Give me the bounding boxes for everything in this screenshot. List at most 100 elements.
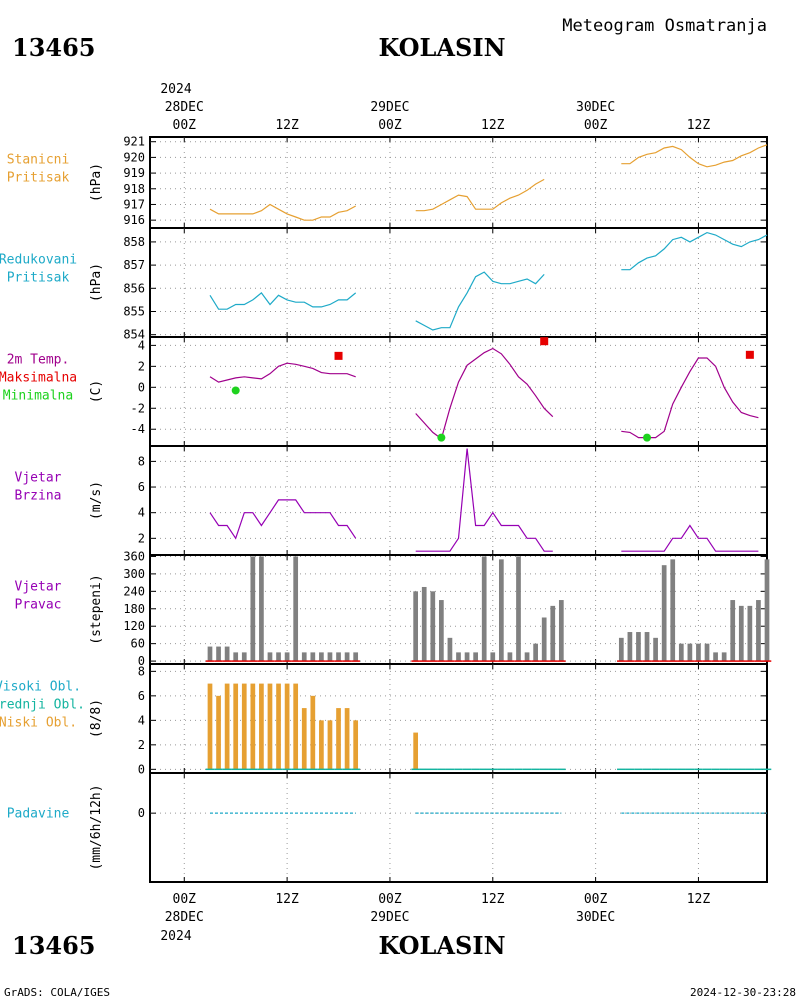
panel-label-0: Vjetar — [15, 580, 62, 595]
y-tick-label-3: 919 — [123, 166, 145, 180]
bar-33 — [541, 617, 547, 662]
bar-53 — [764, 559, 770, 662]
bar-14 — [327, 652, 333, 662]
panel-wind_direction: 0 60 120 180 240 300 360 (stepeni) Vjetar Pravac — [15, 549, 772, 668]
y-tick-label-4: 8 — [138, 664, 145, 678]
panel-unit-label: (m/s) — [89, 481, 104, 520]
bar-25 — [473, 652, 478, 662]
panel-wind_speed: 2 4 6 8 (m/s) Vjetar Brzina — [15, 445, 768, 556]
bottom-tick-label-1: 12Z — [275, 892, 299, 907]
bar-10 — [293, 683, 299, 770]
bar-46 — [704, 643, 710, 662]
tmax-marker-2 — [745, 350, 754, 359]
bar-4 — [241, 652, 247, 662]
series-line-segment-1 — [415, 448, 553, 552]
y-tick-label-5: 300 — [123, 567, 145, 581]
y-tick-label-3: 8 — [138, 454, 145, 468]
y-tick-label-0: -4 — [131, 422, 145, 436]
chart-subtitle: Meteogram Osmatranja — [562, 16, 767, 36]
tmin-marker-2 — [643, 433, 652, 442]
bar-26 — [481, 556, 487, 662]
top-tick-label-3: 12Z — [481, 118, 505, 133]
y-tick-label-3: 6 — [138, 689, 145, 703]
bottom-tick-label-3: 12Z — [481, 892, 505, 907]
panel-label-1: Srednji Obl. — [0, 698, 85, 713]
bottom-tick-label-5: 12Z — [687, 892, 711, 907]
top-year-label: 2024 — [160, 82, 191, 97]
bar-2 — [224, 683, 230, 770]
series-line-segment-2 — [621, 231, 768, 271]
bar-5 — [250, 683, 256, 770]
bar-8 — [276, 683, 281, 770]
station-name-top: KOLASIN — [378, 33, 505, 62]
panel-label-0: Vjetar — [15, 471, 62, 486]
y-tick-label-4: 4 — [138, 338, 145, 352]
bar-39 — [644, 632, 650, 662]
bar-21 — [439, 600, 444, 662]
top-tick-label-4: 00Z — [584, 118, 608, 133]
series-line-segment-2 — [621, 357, 759, 439]
y-tick-label-3: 180 — [123, 602, 145, 616]
station-id-bottom: 13465 — [12, 931, 96, 960]
bottom-date-label-0: 28DEC — [165, 910, 204, 925]
top-date-label-0: 28DEC — [165, 100, 204, 115]
bar-22 — [447, 637, 453, 662]
bar-31 — [524, 652, 530, 662]
bottom-time-axis: 00Z 28DEC 12Z 00Z 29DEC 12Z 00Z 30DEC 12Z — [165, 892, 711, 925]
bar-30 — [516, 556, 521, 662]
bar-1 — [216, 695, 221, 770]
bar-43 — [678, 643, 684, 662]
y-tick-label-0: 0 — [138, 762, 145, 776]
bar-52 — [756, 600, 761, 662]
bar-10 — [293, 556, 299, 662]
panel-label-0: Stanicni — [7, 153, 70, 168]
bar-45 — [696, 643, 701, 662]
series-line-segment-1 — [415, 178, 545, 212]
series-line-segment-2 — [621, 144, 768, 168]
station-id-top: 13465 — [12, 33, 96, 62]
panel-label-0: Padavine — [7, 807, 70, 822]
tmax-marker-0 — [334, 351, 343, 360]
y-tick-label-6: 360 — [123, 549, 145, 563]
y-tick-label-1: 60 — [131, 637, 145, 651]
top-tick-label-0: 00Z — [173, 118, 197, 133]
bar-29 — [507, 652, 513, 662]
bar-16 — [344, 652, 350, 662]
top-tick-label-5: 12Z — [687, 118, 711, 133]
bar-38 — [636, 632, 641, 662]
bottom-date-label-2: 29DEC — [370, 910, 409, 925]
bar-41 — [661, 565, 667, 662]
bar-42 — [670, 559, 676, 662]
panels-group: 916917918919920921(hPa)StanicniPritisak8… — [0, 135, 772, 883]
bottom-date-label-4: 30DEC — [576, 910, 615, 925]
bar-17 — [353, 720, 359, 770]
y-tick-label-4: 920 — [123, 150, 145, 164]
bar-12 — [310, 652, 316, 662]
series-line-segment-0 — [209, 203, 356, 221]
tmin-marker-0 — [231, 386, 240, 395]
bar-32 — [533, 643, 538, 662]
bar-6 — [259, 556, 264, 662]
bottom-tick-label-0: 00Z — [173, 892, 197, 907]
bar-47 — [713, 652, 718, 662]
series-line-segment-1 — [415, 271, 545, 331]
panel-label-0: Visoki Obl. — [0, 680, 81, 695]
top-date-label-4: 30DEC — [576, 100, 615, 115]
bar-15 — [336, 708, 341, 770]
bar-11 — [301, 708, 307, 770]
panel-frame — [149, 336, 768, 447]
y-tick-label-1: -2 — [131, 401, 145, 415]
bar-36 — [618, 637, 624, 662]
bar-18 — [413, 591, 419, 662]
series-line-segment-0 — [209, 362, 356, 383]
series-line-segment-1 — [415, 347, 554, 440]
y-tick-label-5: 921 — [123, 135, 145, 149]
bottom-tick-label-2: 00Z — [378, 892, 402, 907]
bar-2 — [224, 646, 230, 662]
bar-35 — [558, 600, 564, 662]
bar-20 — [430, 591, 436, 662]
panel-frame — [149, 227, 768, 338]
y-tick-label-0: 854 — [123, 328, 145, 342]
